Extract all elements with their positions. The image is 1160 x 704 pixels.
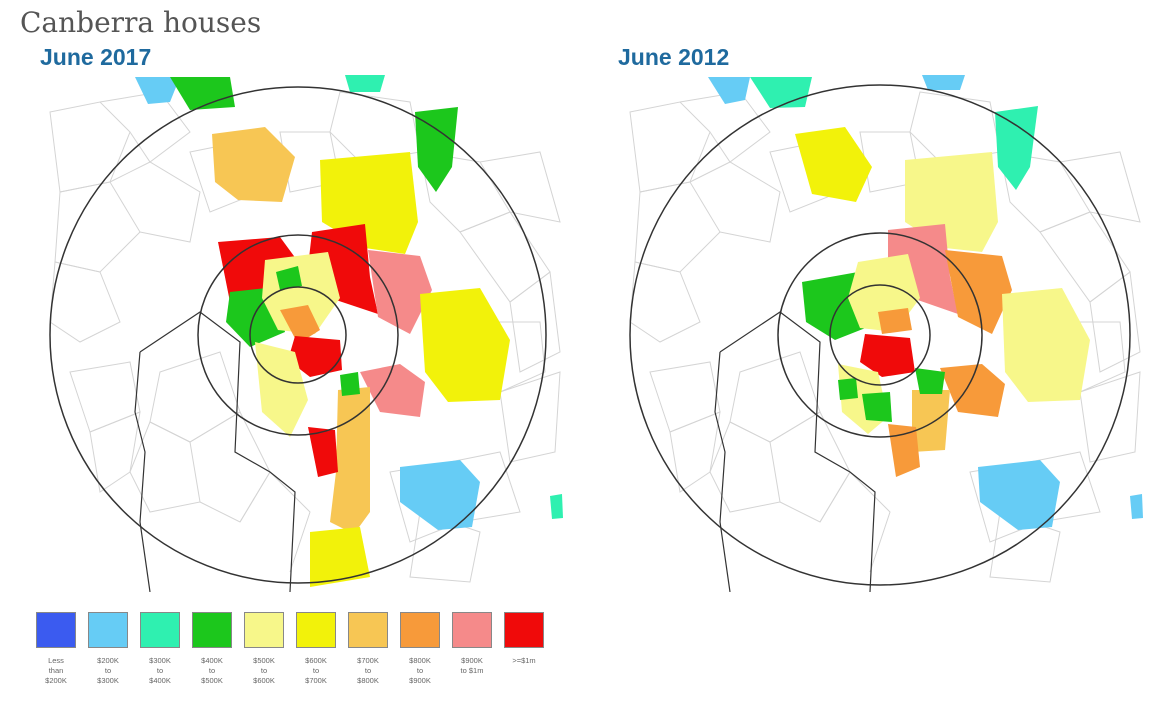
map-2017 xyxy=(49,75,563,592)
legend-swatch-400-500k xyxy=(192,612,232,648)
legend-swatch-gte1m xyxy=(504,612,544,648)
legend-swatch-300-400k xyxy=(140,612,180,648)
legend-swatch-200-300k xyxy=(88,612,128,648)
map-2012-title: June 2012 xyxy=(618,44,730,70)
legend-label: $700K to $800K xyxy=(357,656,379,685)
legend-label: $500K to $600K xyxy=(253,656,275,685)
legend-label: $300K to $400K xyxy=(149,656,171,685)
price-legend: Less than $200K $200K to $300K $300K to … xyxy=(36,612,556,702)
distance-rings xyxy=(49,86,547,584)
legend-swatch-lt200k xyxy=(36,612,76,648)
legend-swatch-600-700k xyxy=(296,612,336,648)
legend-label: $600K to $700K xyxy=(305,656,327,685)
map-2017-title: June 2017 xyxy=(40,44,152,70)
suburb-regions-2012 xyxy=(708,75,1143,530)
map-2012 xyxy=(629,75,1143,592)
legend-label: $800K to $900K xyxy=(409,656,431,685)
legend-swatch-500-600k xyxy=(244,612,284,648)
act-border xyxy=(719,311,876,592)
act-border-west xyxy=(714,351,731,592)
legend-label: Less than $200K xyxy=(45,656,67,685)
legend-swatch-700-800k xyxy=(348,612,388,648)
page-title: Canberra houses xyxy=(20,6,262,39)
legend-label: $900K to $1m xyxy=(460,656,484,675)
distance-rings xyxy=(629,84,1131,586)
legend-swatch-900k-1m xyxy=(452,612,492,648)
legend-label: >=$1m xyxy=(512,656,536,665)
suburb-regions-2017 xyxy=(135,75,563,587)
legend-label: $400K to $500K xyxy=(201,656,223,685)
legend-label: $200K to $300K xyxy=(97,656,119,685)
act-border-west xyxy=(134,351,151,592)
legend-swatch-800-900k xyxy=(400,612,440,648)
